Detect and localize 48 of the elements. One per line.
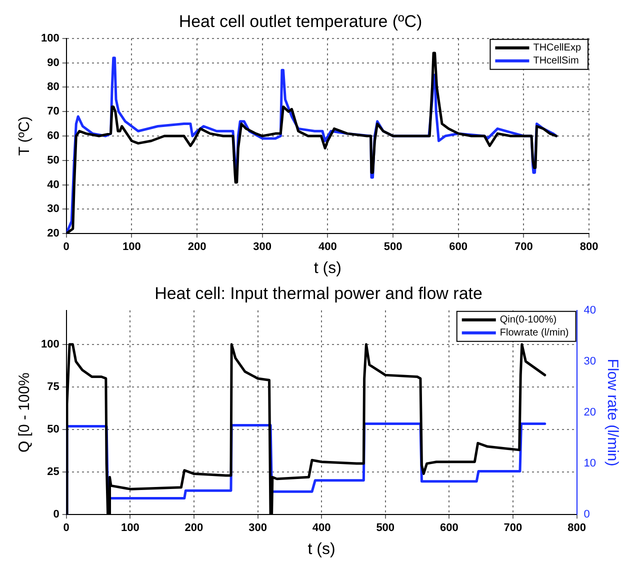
x-tick-label: 800 xyxy=(568,522,586,534)
y2-tick-label: 10 xyxy=(584,458,596,470)
x-tick-label: 100 xyxy=(120,522,140,534)
legend-label: Qin(0-100%) xyxy=(500,314,557,326)
y-tick-label: 75 xyxy=(47,381,60,394)
y-tick-label: 50 xyxy=(47,154,60,166)
y-tick-label: 100 xyxy=(40,32,60,44)
x-axis-title: t (s) xyxy=(308,540,336,558)
y2-tick-label: 20 xyxy=(584,406,596,419)
x-tick-label: 800 xyxy=(580,241,598,254)
y-tick-label: 40 xyxy=(47,178,60,191)
legend-label: THCellExp xyxy=(533,42,582,54)
x-tick-label: 300 xyxy=(253,241,272,254)
legend-label: THcellSim xyxy=(533,56,579,67)
x-axis-title: t (s) xyxy=(314,260,342,277)
x-tick-label: 500 xyxy=(376,522,395,534)
x-tick-label: 400 xyxy=(312,522,331,534)
y-axis-title: Q [0 - 100% xyxy=(16,372,34,453)
chart-title: Heat cell: Input thermal power and flow rate xyxy=(154,284,482,303)
y-tick-label: 60 xyxy=(47,130,60,142)
y2-tick-label: 40 xyxy=(584,304,596,316)
chart-title: Heat cell outlet temperature (ºC) xyxy=(178,12,422,31)
y-tick-label: 80 xyxy=(47,81,60,94)
x-tick-label: 400 xyxy=(318,241,337,254)
x-tick-label: 700 xyxy=(514,241,533,254)
x-tick-label: 500 xyxy=(384,241,402,254)
x-tick-label: 200 xyxy=(188,241,206,254)
y-tick-label: 30 xyxy=(47,203,60,216)
x-tick-label: 100 xyxy=(122,241,141,254)
y-tick-label: 25 xyxy=(47,466,60,478)
y2-tick-label: 30 xyxy=(584,355,596,368)
legend-label: Flowrate (l/min) xyxy=(500,328,569,339)
x-tick-label: 0 xyxy=(63,522,70,534)
y-tick-label: 90 xyxy=(47,56,60,69)
y2-axis-title: Flow rate (l/min) xyxy=(604,358,621,466)
y2-tick-label: 0 xyxy=(584,508,590,521)
y-tick-label: 100 xyxy=(40,338,60,350)
y-tick-label: 50 xyxy=(47,424,60,436)
x-tick-label: 300 xyxy=(248,522,267,534)
x-tick-label: 600 xyxy=(449,241,468,254)
y-tick-label: 0 xyxy=(53,508,60,521)
y-tick-label: 70 xyxy=(47,106,60,118)
x-tick-label: 700 xyxy=(504,522,522,534)
x-tick-label: 0 xyxy=(63,241,70,254)
x-tick-label: 200 xyxy=(184,522,204,534)
y-axis-title: T (ºC) xyxy=(16,116,34,156)
y-tick-label: 20 xyxy=(47,228,60,240)
x-tick-label: 600 xyxy=(440,522,458,534)
